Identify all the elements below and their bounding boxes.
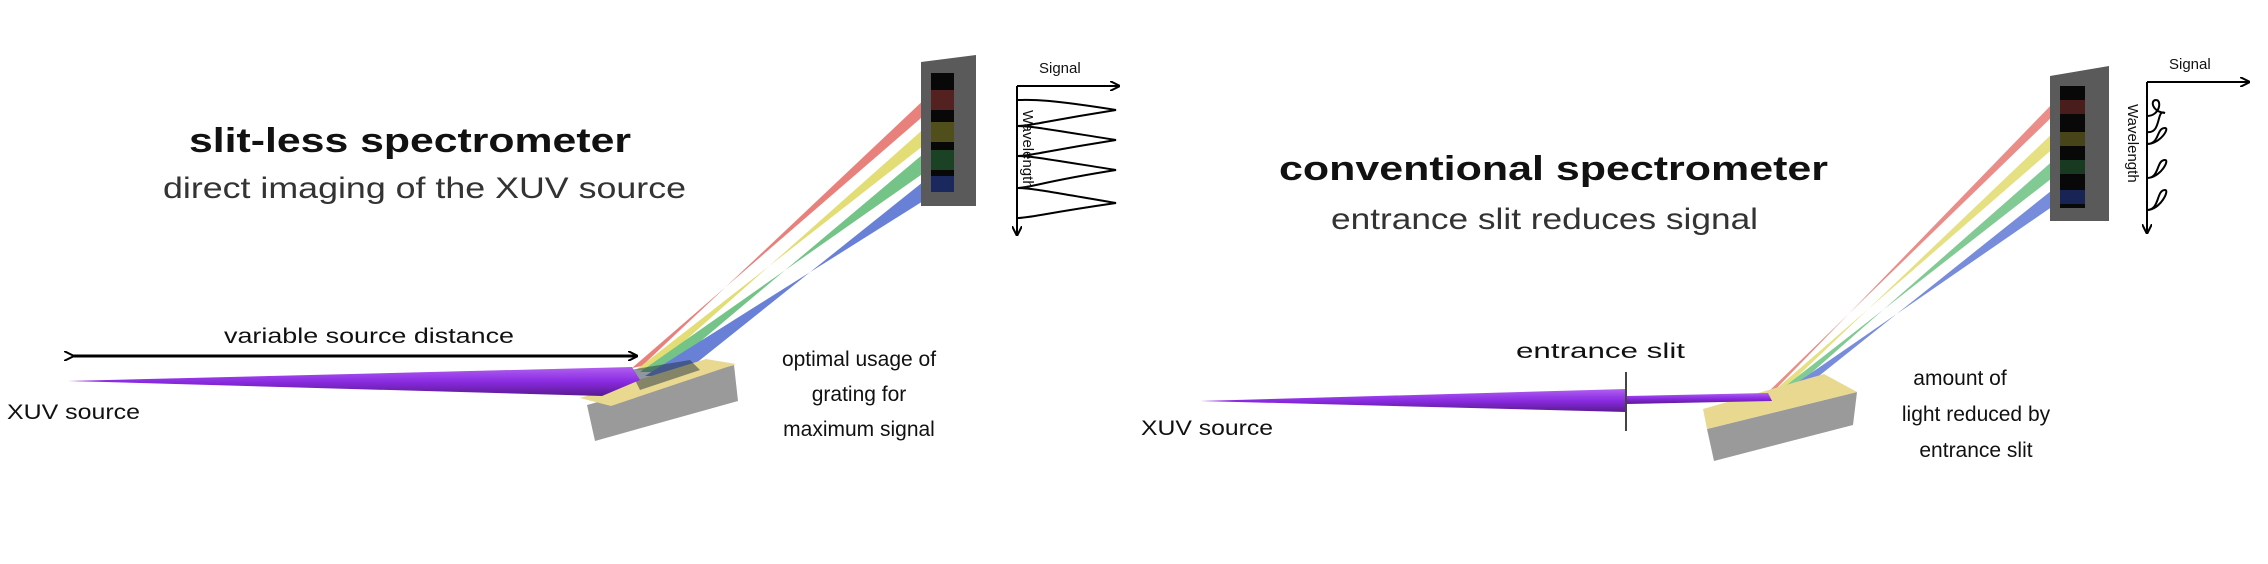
right-panel-conventional: conventional spectrometer entrance slit … — [1141, 56, 2248, 462]
wavelength-axis-label: Wavelength — [1019, 110, 1036, 189]
note-line: grating for — [812, 383, 907, 406]
right-subtitle: entrance slit reduces signal — [1331, 203, 1758, 236]
right-detector — [2050, 66, 2109, 221]
signal-axis-label: Signal — [2169, 56, 2211, 73]
right-signal-plot: Signal Wavelength — [2124, 56, 2248, 232]
left-grating-note: optimal usage of grating for maximum sig… — [782, 348, 936, 441]
beam-green — [1770, 158, 2056, 398]
right-xuv-beam-after-slit — [1626, 393, 1772, 404]
left-source-label: XUV source — [7, 401, 140, 424]
note-line: light reduced by — [1902, 403, 2051, 426]
left-spectrum-peaks — [1016, 98, 1117, 219]
right-grating — [1703, 374, 1857, 461]
note-line: optimal usage of — [782, 348, 936, 371]
grating-side — [1707, 392, 1857, 461]
wavelength-axis-label: Wavelength — [2124, 104, 2141, 183]
distance-label: variable source distance — [224, 325, 514, 348]
right-grating-note: amount of light reduced by entrance slit — [1902, 367, 2051, 462]
left-title: slit-less spectrometer — [189, 122, 631, 160]
left-subtitle: direct imaging of the XUV source — [163, 172, 686, 205]
left-diffracted-beams — [632, 96, 928, 376]
grating-beam-spot — [630, 360, 700, 390]
beam-red — [1766, 100, 2056, 394]
left-grating — [580, 359, 738, 441]
signal-axis-label: Signal — [1039, 60, 1081, 77]
note-line: entrance slit — [1919, 439, 2032, 462]
grating-top — [1703, 374, 1857, 429]
note-line: amount of — [1913, 367, 2007, 390]
left-signal-plot: Signal Wavelength — [1017, 60, 1118, 234]
right-xuv-beam — [1200, 389, 1626, 412]
left-panel-slitless: slit-less spectrometer direct imaging of… — [7, 55, 1118, 441]
left-detector — [921, 55, 976, 206]
grating-side — [587, 365, 738, 441]
right-diffracted-beams — [1766, 100, 2056, 400]
slit-label: entrance slit — [1516, 340, 1685, 363]
right-spectrum-peaks — [2146, 98, 2168, 211]
beam-yellow — [636, 125, 928, 370]
right-source-label: XUV source — [1141, 417, 1273, 440]
note-line: maximum signal — [783, 418, 935, 441]
right-title: conventional spectrometer — [1279, 150, 1828, 188]
left-xuv-beam — [68, 367, 640, 396]
beam-red — [632, 96, 928, 368]
